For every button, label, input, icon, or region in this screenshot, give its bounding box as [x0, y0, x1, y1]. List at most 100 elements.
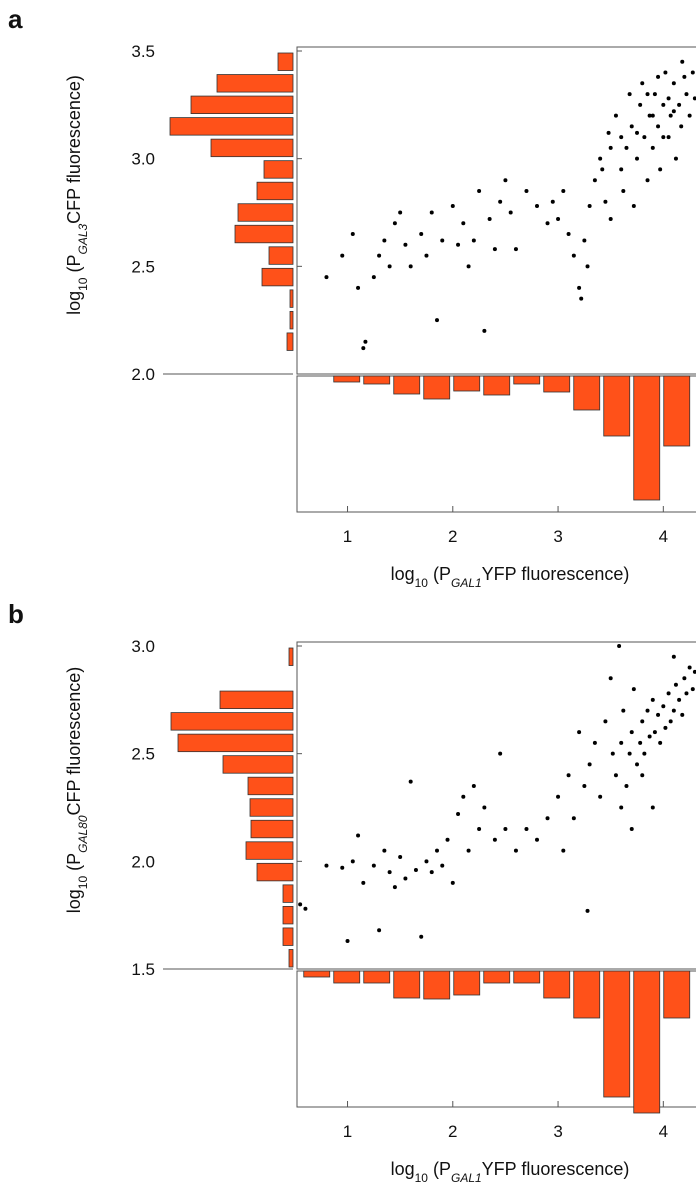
scatter-point — [340, 253, 345, 258]
x-hist-bar — [333, 970, 361, 984]
scatter-point — [635, 130, 639, 135]
y-hist-bar — [170, 712, 294, 731]
y-hist-bar — [282, 884, 294, 903]
x-hist-bar — [573, 970, 601, 1019]
scatter-point — [550, 199, 555, 204]
scatter-point — [598, 794, 603, 799]
scatter-point — [503, 827, 508, 832]
scatter-frame — [296, 641, 696, 970]
scatter-point — [629, 730, 634, 735]
scatter-point — [571, 816, 576, 821]
scatter-point — [408, 779, 413, 784]
label-part: GAL3 — [76, 223, 90, 254]
y-tick-label: 2.5 — [131, 257, 155, 276]
axis-label: log10 (PGAL3CFP fluorescence) — [64, 75, 90, 315]
scatter-point — [692, 669, 696, 674]
axis-label: log10 (PGAL1YFP fluorescence) — [391, 1159, 630, 1184]
scatter-point — [561, 848, 566, 853]
scatter-point — [587, 762, 592, 767]
scatter-point — [524, 827, 529, 832]
scatter-point — [487, 216, 492, 221]
scatter-point — [668, 113, 673, 118]
y-hist-bar — [256, 862, 294, 882]
scatter-point — [666, 135, 671, 140]
panel-label: a — [8, 4, 23, 34]
scatter-point — [466, 848, 471, 853]
scatter-point — [640, 719, 645, 724]
scatter-point — [482, 328, 487, 333]
scatter-point — [356, 285, 361, 290]
x-hist-bar — [483, 375, 511, 396]
scatter-point — [671, 654, 676, 659]
panel-label: b — [8, 599, 24, 629]
scatter-point — [592, 178, 597, 183]
axis-label: log10 (PGAL80CFP fluorescence) — [64, 667, 90, 914]
scatter-point — [629, 124, 634, 129]
scatter-point — [513, 848, 518, 853]
x-hist-bar — [423, 970, 451, 1000]
x-hist-bar — [393, 970, 421, 999]
scatter-point — [324, 275, 329, 280]
y-hist-bar — [237, 203, 294, 222]
x-hist-bar — [663, 970, 691, 1019]
scatter-point — [419, 934, 424, 939]
scatter-point — [671, 708, 676, 713]
y-hist-bar — [289, 310, 294, 330]
scatter-point — [671, 81, 676, 86]
scatter-point — [663, 725, 668, 730]
scatter-point — [624, 783, 629, 788]
scatter-point — [477, 827, 482, 832]
scatter-point — [645, 178, 650, 183]
y-hist-bar — [288, 949, 294, 968]
scatter-point — [640, 81, 645, 86]
scatter-point — [371, 275, 376, 280]
scatter-point — [661, 704, 666, 709]
scatter-point — [498, 199, 503, 204]
scatter-point — [377, 253, 382, 258]
y-hist-bar — [282, 927, 294, 946]
scatter-point — [403, 242, 408, 247]
scatter-point — [413, 867, 418, 872]
label-part: (P — [428, 564, 451, 584]
scatter-point — [690, 70, 695, 75]
label-part: YFP fluorescence) — [482, 564, 630, 584]
scatter-point — [613, 113, 618, 118]
label-part: 10 — [415, 576, 429, 590]
x-hist-bar — [633, 375, 661, 501]
scatter-point — [387, 264, 392, 269]
scatter-point — [621, 188, 626, 193]
x-tick-label: 2 — [448, 527, 457, 546]
scatter-point — [403, 876, 408, 881]
scatter-point — [638, 740, 643, 745]
scatter-point — [450, 880, 455, 885]
scatter-point — [577, 285, 582, 290]
scatter-point — [687, 665, 692, 670]
x-hist-bar — [483, 970, 511, 984]
scatter-point — [377, 928, 382, 933]
scatter-point — [680, 59, 685, 64]
scatter-point — [666, 96, 671, 101]
scatter-point — [656, 712, 661, 717]
scatter-point — [642, 751, 647, 756]
scatter-point — [545, 221, 550, 226]
x-tick-label: 3 — [553, 1122, 562, 1141]
scatter-point — [579, 296, 584, 301]
y-hist-bar — [249, 798, 294, 817]
scatter-point — [303, 906, 308, 911]
scatter-point — [524, 188, 529, 193]
y-hist-bar — [234, 224, 294, 244]
scatter-frame — [296, 46, 696, 375]
y-hist-bar — [261, 267, 294, 287]
scatter-point — [450, 204, 455, 209]
scatter-point — [671, 109, 676, 114]
scatter-point — [350, 859, 355, 864]
x-hist-bar — [423, 375, 451, 400]
x-hist-bar — [393, 375, 421, 395]
scatter-point — [608, 145, 613, 150]
scatter-point — [619, 135, 624, 140]
scatter-point — [535, 204, 539, 209]
scatter-point — [445, 837, 450, 842]
label-part: (P — [64, 853, 84, 876]
scatter-point — [577, 730, 582, 735]
